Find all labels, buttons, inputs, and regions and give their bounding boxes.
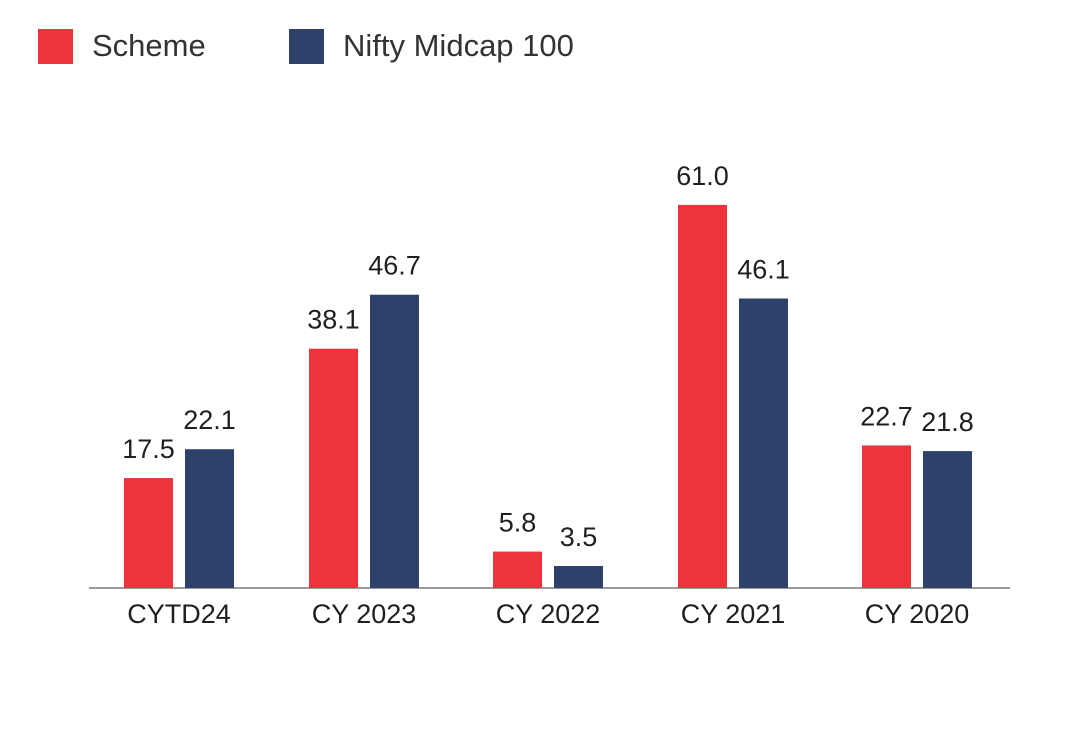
legend-swatch-scheme	[38, 28, 73, 64]
x-tick-label-cy-2021: CY 2021	[681, 599, 786, 629]
bar-nifty-midcap-100-cy-2023	[370, 294, 419, 588]
bar-nifty-midcap-100-cy-2021	[739, 298, 788, 588]
bar-nifty-midcap-100-cytd24	[185, 449, 234, 588]
data-label-scheme-cy-2021: 61.0	[676, 161, 729, 191]
x-tick-label-cy-2020: CY 2020	[865, 599, 970, 629]
data-label-nifty-midcap-100-cy-2020: 21.8	[921, 407, 974, 437]
legend-label-scheme: Scheme	[92, 28, 206, 63]
bar-nifty-midcap-100-cy-2020	[923, 451, 972, 588]
bar-scheme-cytd24	[124, 478, 173, 588]
data-label-scheme-cytd24: 17.5	[122, 434, 175, 464]
x-tick-label-cytd24: CYTD24	[127, 599, 231, 629]
bar-scheme-cy-2023	[309, 348, 358, 588]
data-label-scheme-cy-2022: 5.8	[499, 508, 537, 538]
bar-scheme-cy-2021	[678, 204, 727, 589]
bar-nifty-midcap-100-cy-2022	[554, 566, 603, 588]
legend-item-scheme: Scheme	[38, 28, 206, 64]
data-label-nifty-midcap-100-cy-2023: 46.7	[368, 251, 421, 281]
x-tick-label-cy-2022: CY 2022	[496, 599, 601, 629]
data-label-scheme-cy-2023: 38.1	[307, 305, 360, 335]
data-label-nifty-midcap-100-cy-2021: 46.1	[737, 254, 790, 284]
legend-swatch-nifty-midcap-100	[289, 28, 324, 64]
data-label-scheme-cy-2020: 22.7	[860, 401, 913, 431]
data-label-nifty-midcap-100-cy-2022: 3.5	[560, 522, 598, 552]
bar-scheme-cy-2022	[493, 551, 542, 588]
legend-item-nifty-midcap-100: Nifty Midcap 100	[289, 28, 574, 64]
bar-scheme-cy-2020	[862, 445, 911, 588]
data-label-nifty-midcap-100-cytd24: 22.1	[183, 405, 236, 435]
x-tick-label-cy-2023: CY 2023	[312, 599, 417, 629]
legend-label-nifty-midcap-100: Nifty Midcap 100	[343, 28, 574, 63]
